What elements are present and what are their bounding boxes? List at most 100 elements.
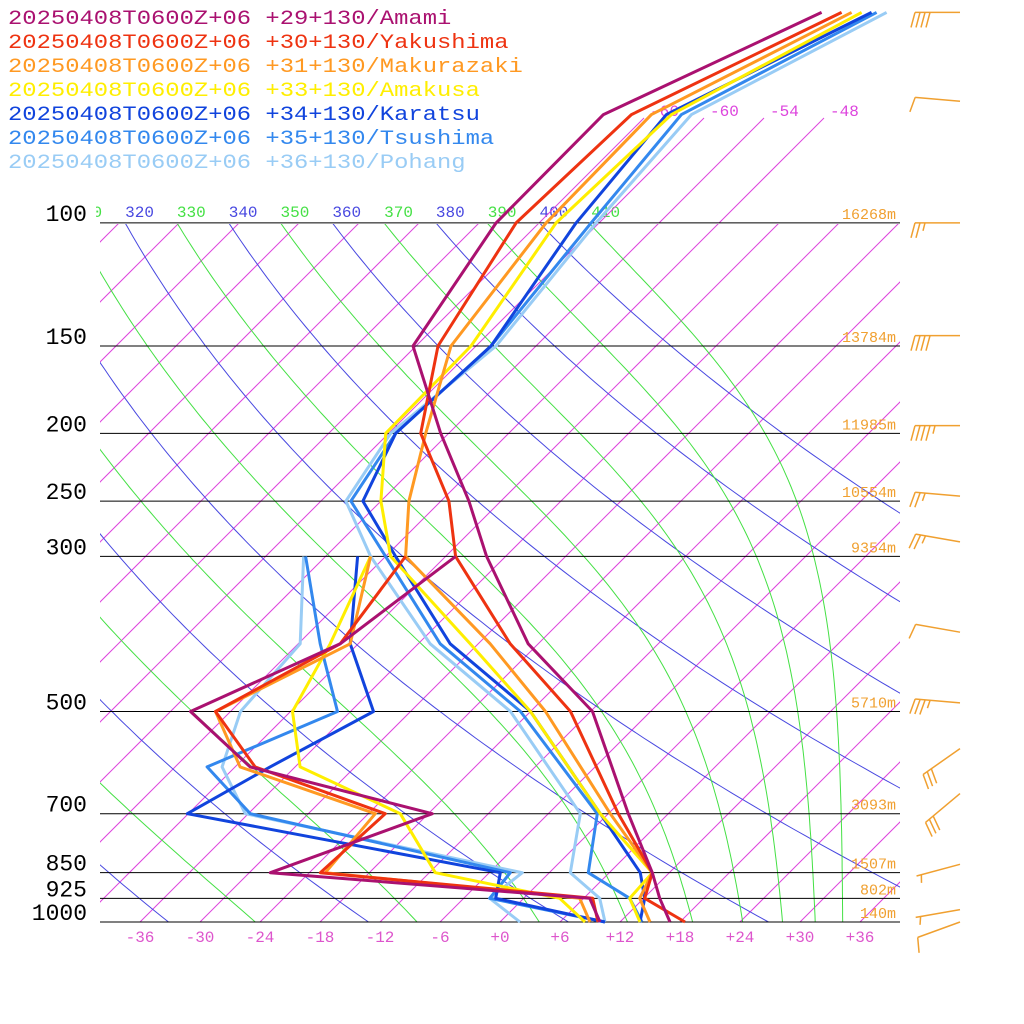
isotherm <box>100 224 479 603</box>
temperature-line <box>361 11 873 923</box>
barb-staff <box>915 491 961 497</box>
temperature-line <box>411 11 823 923</box>
x-tick-label: -30 <box>186 929 215 947</box>
wind-barb <box>909 491 961 508</box>
x-tick-label: +18 <box>666 929 695 947</box>
wind-barb <box>908 533 961 550</box>
barb-staff <box>917 921 961 939</box>
dry-adiabat-label: 360 <box>332 204 361 222</box>
wind-barb <box>910 222 960 239</box>
wind-barb <box>910 11 960 28</box>
wind-barb <box>915 908 961 925</box>
dry-adiabat <box>436 224 900 603</box>
wind-barb <box>916 863 961 883</box>
dry-adiabat <box>125 224 900 888</box>
barb-half <box>921 492 926 502</box>
barb-full <box>910 12 916 28</box>
isotherm <box>499 521 900 923</box>
pressure-label: 300 <box>46 535 87 561</box>
legend-entry: 20250408T0600Z+06 +30+130/Yakushima <box>8 32 508 55</box>
wind-barb <box>924 792 961 837</box>
isotherm <box>859 881 900 923</box>
isotherm <box>139 224 839 923</box>
x-tick-label: +12 <box>606 929 635 947</box>
pressure-label: 150 <box>46 325 87 351</box>
pressure-label: 250 <box>46 480 87 506</box>
isotherm <box>100 224 539 663</box>
barb-staff <box>915 96 961 103</box>
isotherm-extension <box>538 117 645 224</box>
foreground: -66 -60 -54 -48 100 16268m 150 13784m 200 11985m 2… <box>8 8 961 953</box>
x-tick-label: -36 <box>126 929 155 947</box>
barb-half <box>932 425 936 434</box>
barb-full <box>910 425 916 441</box>
barb-full <box>930 768 938 784</box>
dry-adiabat <box>100 698 369 923</box>
height-label: 140m <box>860 906 896 923</box>
wind-barb <box>916 921 961 953</box>
barb-staff <box>925 792 961 824</box>
barb-staff <box>915 533 961 543</box>
height-label: 11985m <box>842 417 896 434</box>
isotherm-extension <box>718 117 825 224</box>
isotherm <box>100 224 239 363</box>
isotherm <box>679 701 900 923</box>
barb-full <box>920 12 926 28</box>
height-label: 3093m <box>851 798 896 815</box>
barb-full <box>920 425 926 441</box>
barb-full <box>909 491 916 508</box>
legend-entry: 20250408T0600Z+06 +29+130/Amami <box>8 8 451 31</box>
barb-full <box>914 699 921 715</box>
isotherm <box>100 224 779 903</box>
pressure-label: 500 <box>46 691 87 717</box>
x-tick-label: +36 <box>846 929 875 947</box>
x-tick-label: +6 <box>550 929 569 947</box>
isotherm <box>379 401 900 923</box>
x-tick-label: -18 <box>306 929 335 947</box>
barb-full <box>914 492 921 508</box>
barb-full <box>908 624 917 639</box>
dry-adiabat <box>228 224 900 789</box>
barb-full <box>924 822 933 837</box>
isotherm <box>199 224 899 923</box>
isotherm-extension <box>598 117 705 224</box>
x-tick-label: -24 <box>246 929 275 947</box>
x-tick-label: +0 <box>490 929 509 947</box>
moist-adiabat <box>280 224 744 923</box>
barb-full <box>932 815 941 831</box>
barb-staff <box>915 623 961 633</box>
isotherm-label: -60 <box>710 103 739 121</box>
height-label: 5710m <box>851 696 896 713</box>
barb-half <box>926 700 931 709</box>
wind-barb <box>922 748 961 790</box>
dry-adiabat <box>539 224 900 514</box>
dry-adiabat-label: 380 <box>436 204 465 222</box>
isotherm <box>100 224 299 423</box>
barb-half <box>921 535 927 544</box>
pressure-label: 1000 <box>32 901 87 927</box>
barb-full <box>928 818 937 834</box>
isotherm <box>100 224 419 543</box>
pressure-label: 700 <box>46 793 87 819</box>
height-label: 1507m <box>851 857 896 874</box>
isotherm <box>920 223 1024 922</box>
moist-adiabat <box>100 782 256 923</box>
barb-staff <box>915 698 961 704</box>
barb-staff <box>922 748 961 776</box>
height-label: 802m <box>860 882 896 899</box>
x-tick-label: -12 <box>366 929 395 947</box>
barb-half <box>919 916 922 925</box>
barb-full <box>922 774 930 790</box>
barb-staff <box>916 863 961 877</box>
barb-staff <box>915 908 961 919</box>
barb-full <box>909 698 916 714</box>
isotherm-label: -54 <box>770 103 799 121</box>
dry-adiabat <box>332 224 900 694</box>
moist-adiabat <box>589 224 844 923</box>
moist-adiabat-label: 370 <box>384 204 413 222</box>
dewpoint-line <box>185 556 606 924</box>
legend-entry: 20250408T0600Z+06 +33+130/Amakusa <box>8 80 480 103</box>
isotherm <box>100 224 719 843</box>
